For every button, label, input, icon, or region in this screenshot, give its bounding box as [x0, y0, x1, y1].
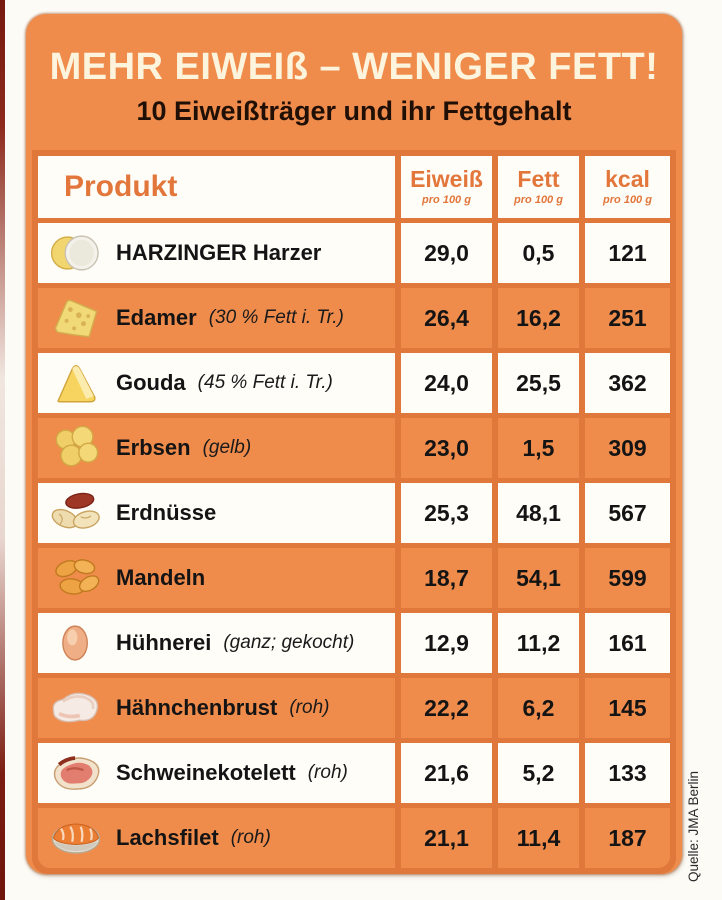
product-note: (gelb): [202, 437, 252, 458]
product-cell: Mandeln: [38, 548, 395, 608]
product-name: HARZINGER Harzer: [116, 240, 322, 265]
fat-value: 16,2: [498, 288, 579, 348]
kcal-value: 309: [585, 418, 670, 478]
kcal-value: 133: [585, 743, 670, 803]
fat-value: 5,2: [498, 743, 579, 803]
page-edge-artifact: [0, 0, 5, 900]
product-cell: Hühnerei (ganz; gekocht): [38, 613, 395, 673]
kcal-value: 187: [585, 808, 670, 868]
product-name: Edamer: [116, 305, 197, 330]
protein-value: 23,0: [401, 418, 492, 478]
peanuts-icon: [46, 487, 106, 539]
column-header-protein: Eiweiß pro 100 g: [401, 156, 492, 218]
kcal-value: 121: [585, 223, 670, 283]
title-block: MEHR EIWEIß – WENIGER FETT! 10 Eiweißträ…: [26, 14, 682, 150]
fat-header-unit: pro 100 g: [514, 194, 563, 206]
product-name: Mandeln: [116, 565, 206, 590]
protein-value: 12,9: [401, 613, 492, 673]
product-cell: Erdnüsse: [38, 483, 395, 543]
fat-value: 11,4: [498, 808, 579, 868]
protein-header-unit: pro 100 g: [422, 194, 471, 206]
fat-value: 0,5: [498, 223, 579, 283]
product-name: Hähnchenbrust: [116, 695, 278, 720]
fat-value: 25,5: [498, 353, 579, 413]
protein-value: 25,3: [401, 483, 492, 543]
product-note: (roh): [230, 827, 271, 848]
gouda-cheese-icon: [46, 357, 106, 409]
product-cell: Schweinekotelett (roh): [38, 743, 395, 803]
column-header-product: Produkt: [38, 156, 395, 218]
column-header-kcal: kcal pro 100 g: [585, 156, 670, 218]
product-cell: Gouda (45 % Fett i. Tr.): [38, 353, 395, 413]
infographic-card: MEHR EIWEIß – WENIGER FETT! 10 Eiweißträ…: [26, 14, 682, 874]
product-name: Schweinekotelett: [116, 760, 296, 785]
product-cell: Lachsfilet (roh): [38, 808, 395, 868]
product-cell: Hähnchenbrust (roh): [38, 678, 395, 738]
product-note: (30 % Fett i. Tr.): [208, 307, 344, 328]
kcal-header-unit: pro 100 g: [603, 194, 652, 206]
protein-value: 21,6: [401, 743, 492, 803]
product-name: Hühnerei: [116, 630, 212, 655]
protein-value: 21,1: [401, 808, 492, 868]
fat-value: 54,1: [498, 548, 579, 608]
protein-value: 29,0: [401, 223, 492, 283]
kcal-value: 251: [585, 288, 670, 348]
salmon-fillet-icon: [46, 812, 106, 864]
product-name: Gouda: [116, 370, 186, 395]
page-subtitle: 10 Eiweißträger und ihr Fettgehalt: [136, 95, 572, 126]
fat-value: 11,2: [498, 613, 579, 673]
egg-icon: [46, 617, 106, 669]
protein-value: 26,4: [401, 288, 492, 348]
product-name: Lachsfilet: [116, 825, 219, 850]
kcal-header-label: kcal: [605, 166, 650, 192]
fat-value: 1,5: [498, 418, 579, 478]
source-note: Quelle: JMA Berlin: [686, 770, 701, 882]
nutrition-table: Produkt Eiweiß pro 100 g Fett pro 100 g …: [32, 150, 676, 874]
harzer-cheese-icon: [46, 227, 106, 279]
page-title: MEHR EIWEIß – WENIGER FETT!: [49, 45, 659, 88]
fat-value: 6,2: [498, 678, 579, 738]
edamer-cheese-icon: [46, 292, 106, 344]
peas-icon: [46, 422, 106, 474]
kcal-value: 599: [585, 548, 670, 608]
kcal-value: 161: [585, 613, 670, 673]
product-cell: HARZINGER Harzer: [38, 223, 395, 283]
kcal-value: 567: [585, 483, 670, 543]
protein-header-label: Eiweiß: [410, 166, 483, 192]
product-note: (ganz; gekocht): [223, 632, 355, 653]
product-name: Erbsen: [116, 435, 191, 460]
product-note: (roh): [307, 762, 348, 783]
product-note: (roh): [289, 697, 330, 718]
protein-value: 22,2: [401, 678, 492, 738]
product-cell: Edamer (30 % Fett i. Tr.): [38, 288, 395, 348]
fat-header-label: Fett: [517, 166, 560, 192]
product-note: (45 % Fett i. Tr.): [197, 372, 333, 393]
product-cell: Erbsen (gelb): [38, 418, 395, 478]
kcal-value: 145: [585, 678, 670, 738]
fat-value: 48,1: [498, 483, 579, 543]
product-name: Erdnüsse: [116, 500, 217, 525]
almonds-icon: [46, 552, 106, 604]
chicken-breast-icon: [46, 682, 106, 734]
column-header-fat: Fett pro 100 g: [498, 156, 579, 218]
kcal-value: 362: [585, 353, 670, 413]
protein-value: 18,7: [401, 548, 492, 608]
protein-value: 24,0: [401, 353, 492, 413]
pork-chop-icon: [46, 747, 106, 799]
